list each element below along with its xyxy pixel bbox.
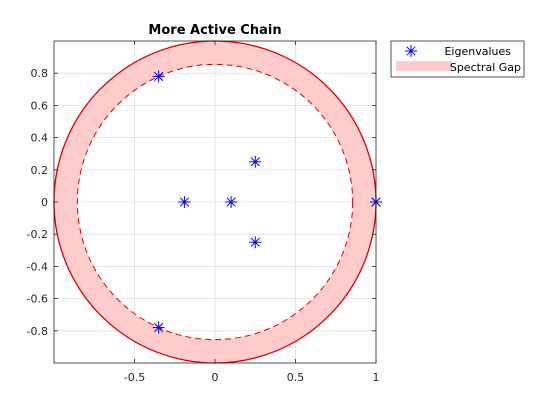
legend: Eigenvalues Spectral Gap: [390, 40, 525, 78]
y-tick-label: 0.2: [31, 164, 49, 177]
marker-stroke: [226, 197, 236, 207]
legend-asterisk: [405, 45, 417, 57]
y-tick-label: 0.6: [31, 99, 49, 112]
y-tick-label: -0.6: [27, 293, 48, 306]
marker-stroke: [153, 322, 164, 333]
y-axis-ticks: -0.8 -0.6 -0.4 -0.2 0 0.2 0.4 0.6 0.8: [27, 67, 376, 338]
y-tick-label: 0: [41, 196, 48, 209]
x-tick-label: -0.5: [124, 371, 145, 384]
eigenvalue-point: [249, 236, 262, 249]
marker-stroke: [153, 71, 164, 82]
x-tick-label: 0: [212, 371, 219, 384]
legend-eigenvalues-marker: [405, 45, 417, 57]
x-tick-label: 1: [373, 371, 380, 384]
x-tick-label: 0.5: [287, 371, 305, 384]
y-tick-label: 0.8: [31, 67, 49, 80]
chart-title: More Active Chain: [148, 23, 281, 38]
legend-spectral-gap-label: Spectral Gap: [450, 61, 521, 74]
y-tick-label: -0.8: [27, 325, 48, 338]
legend-eigenvalues-label: Eigenvalues: [444, 45, 511, 58]
eigenvalue-point: [225, 196, 238, 208]
eigenvalue-point: [152, 70, 165, 83]
marker-stroke: [406, 46, 416, 56]
eigenvalue-point: [152, 321, 165, 334]
y-tick-label: -0.2: [27, 228, 48, 241]
marker-stroke: [250, 237, 260, 247]
x-axis-ticks: -0.5 0 0.5 1: [124, 41, 380, 384]
grid-lines: [54, 41, 377, 363]
eigenvalue-point: [249, 155, 262, 168]
y-tick-label: -0.4: [27, 260, 48, 273]
marker-stroke: [250, 157, 260, 167]
plot-area: -0.5 0 0.5 1 -0.8-0.6-0.4-0.200.20.40.60.8 …: [27, 23, 382, 384]
eigenvalue-point: [178, 196, 191, 208]
y-tick-label: 0.4: [31, 132, 49, 145]
marker-stroke: [179, 197, 190, 207]
legend-spectral-gap-swatch: [396, 61, 452, 71]
spectral-gap-inner-edge: [76, 63, 354, 341]
